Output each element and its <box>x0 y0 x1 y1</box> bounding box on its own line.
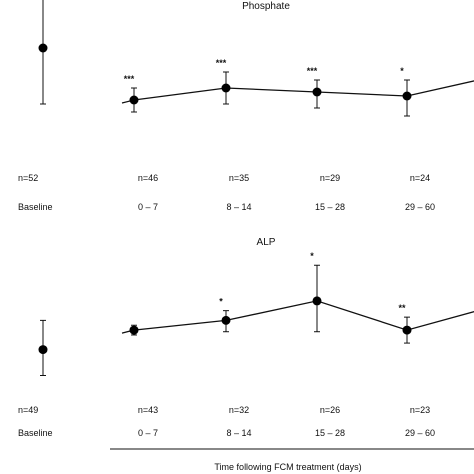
alp-baseline-n-label: n=49 <box>18 405 38 415</box>
alp-significance-label: * <box>310 251 314 261</box>
phosphate-panel: Phosphate ********* *n=52 n=46 n=35 n=29 n=24… <box>18 0 474 212</box>
alp-category-tick-label: 15 – 28 <box>315 428 345 438</box>
alp-data-point <box>129 325 139 335</box>
phosphate-baseline-point <box>38 43 48 53</box>
alp-n-label: n=23 <box>410 405 430 415</box>
alp-n-label: n=43 <box>138 405 158 415</box>
phosphate-significance-label: *** <box>216 58 227 68</box>
alp-category-tick-label: 8 – 14 <box>226 428 251 438</box>
phosphate-series-line <box>121 80 474 104</box>
alp-baseline-tick-label: Baseline <box>18 428 53 438</box>
phosphate-data-point <box>312 87 322 97</box>
alp-series-line <box>121 300 474 334</box>
phosphate-data-point <box>402 91 412 101</box>
phosphate-category-tick-label: 15 – 28 <box>315 202 345 212</box>
phosphate-significance-label: *** <box>124 74 135 84</box>
alp-data-point <box>312 296 322 306</box>
alp-significance-label: * <box>219 297 223 307</box>
alp-category-tick-label: 29 – 60 <box>405 428 435 438</box>
phosphate-baseline-n-label: n=52 <box>18 173 38 183</box>
phosphate-baseline-tick-label: Baseline <box>18 202 53 212</box>
phosphate-significance-label: * <box>400 66 404 76</box>
alp-n-label: n=32 <box>229 405 249 415</box>
phosphate-n-label: n=29 <box>320 173 340 183</box>
alp-panel-title: ALP <box>257 237 276 248</box>
phosphate-significance-label: *** <box>307 66 318 76</box>
alp-data-point <box>402 325 412 335</box>
alp-data-point <box>221 315 231 325</box>
phosphate-data-point <box>129 95 139 105</box>
phosphate-n-label: n=46 <box>138 173 158 183</box>
phosphate-n-label: n=24 <box>410 173 430 183</box>
phosphate-data-point <box>221 83 231 93</box>
alp-baseline-point <box>38 345 48 355</box>
phosphate-panel-title: Phosphate <box>242 1 290 12</box>
phosphate-category-tick-label: 8 – 14 <box>226 202 251 212</box>
phosphate-category-tick-label: 29 – 60 <box>405 202 435 212</box>
phosphate-category-tick-label: 0 – 7 <box>138 202 158 212</box>
alp-n-label: n=26 <box>320 405 340 415</box>
x-axis-title: Time following FCM treatment (days) <box>214 462 361 472</box>
phosphate-n-label: n=35 <box>229 173 249 183</box>
alp-significance-label: ** <box>398 303 406 313</box>
alp-category-tick-label: 0 – 7 <box>138 428 158 438</box>
